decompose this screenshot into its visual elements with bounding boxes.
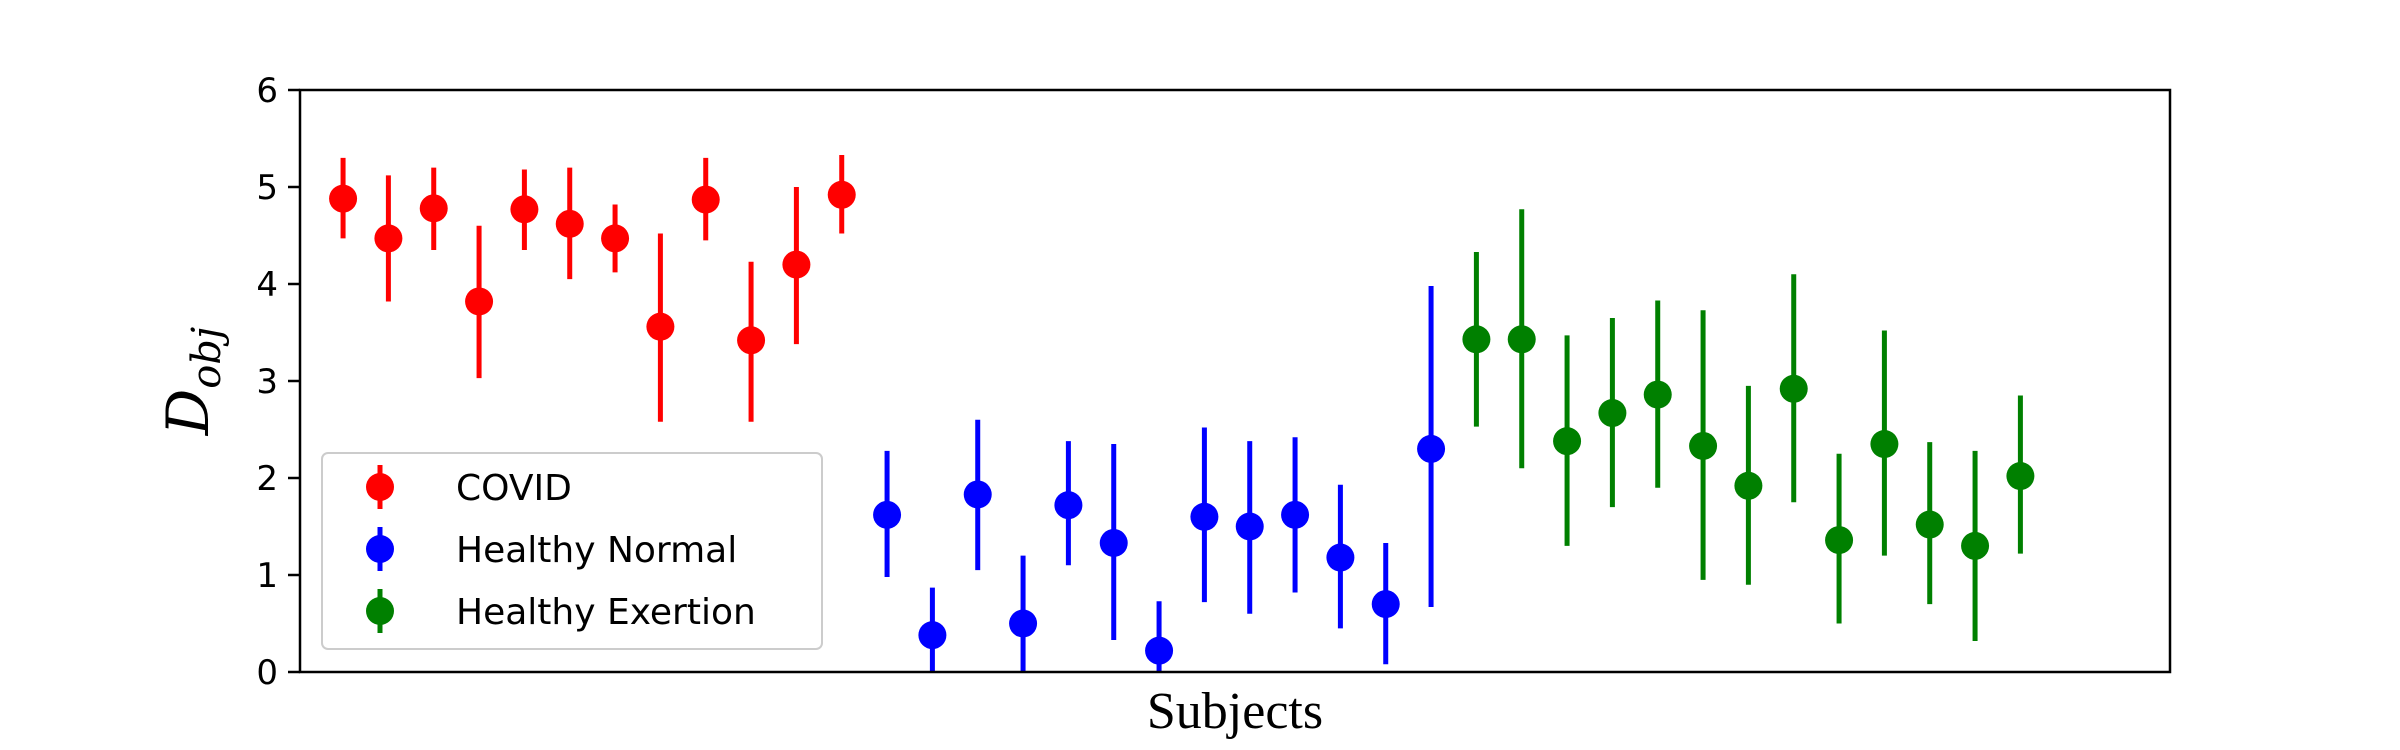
data-point <box>555 209 584 238</box>
series-healthy-normal <box>873 285 1446 672</box>
data-point <box>601 224 630 253</box>
data-point <box>1507 325 1536 354</box>
y-tick-label: 2 <box>256 459 278 499</box>
y-axis-ticks: 0 1 2 3 4 5 6 <box>256 71 300 693</box>
data-point <box>1099 528 1128 557</box>
legend-label: Healthy Normal <box>456 530 737 571</box>
data-point <box>873 500 902 529</box>
data-point <box>1190 502 1219 531</box>
legend-box <box>321 452 823 650</box>
y-axis-label: Dobj <box>154 327 230 437</box>
legend: COVID Healthy Normal Healthy Exertion <box>321 452 823 650</box>
series-covid <box>329 154 856 422</box>
y-axis-label-subscript: obj <box>184 327 230 389</box>
data-point <box>1145 636 1174 665</box>
legend-marker-icon <box>366 597 394 625</box>
y-tick-label: 4 <box>256 265 278 305</box>
data-point <box>1417 434 1446 463</box>
legend-marker-icon <box>366 535 394 563</box>
data-point <box>827 180 856 209</box>
legend-item-healthy-normal: Healthy Normal <box>366 527 737 571</box>
data-point <box>1371 590 1400 619</box>
plot-frame <box>298 88 2172 674</box>
x-axis-label: Subjects <box>1147 683 1323 740</box>
legend-item-covid: COVID <box>366 465 572 509</box>
y-tick-label: 6 <box>256 71 278 111</box>
data-point <box>2006 462 2035 491</box>
data-point <box>1462 325 1491 354</box>
data-point <box>329 184 358 213</box>
data-point <box>1961 531 1990 560</box>
legend-marker-icon <box>366 473 394 501</box>
data-point <box>1734 471 1763 500</box>
chart-marks <box>329 154 2035 672</box>
data-point <box>918 621 947 650</box>
y-tick-label: 3 <box>256 362 278 402</box>
data-point <box>1235 512 1264 541</box>
data-point <box>691 185 720 214</box>
data-point <box>1689 431 1718 460</box>
legend-item-healthy-exertion: Healthy Exertion <box>366 589 756 633</box>
data-point <box>374 224 403 253</box>
data-point <box>1054 491 1083 520</box>
data-point <box>1281 500 1310 529</box>
data-point <box>510 195 539 224</box>
y-tick-label: 0 <box>256 653 278 693</box>
data-point <box>1779 374 1808 403</box>
data-point <box>465 287 494 316</box>
data-point <box>1009 609 1038 638</box>
y-tick-label: 1 <box>256 556 278 596</box>
data-point <box>1326 543 1355 572</box>
data-point <box>737 326 766 355</box>
y-axis-label-base: D <box>154 389 222 437</box>
data-point <box>419 194 448 223</box>
legend-label: Healthy Exertion <box>456 592 756 633</box>
legend-label: COVID <box>456 468 572 509</box>
series-healthy-exertion <box>1462 209 2035 641</box>
data-point <box>1915 510 1944 539</box>
data-point <box>1870 430 1899 459</box>
data-point <box>963 480 992 509</box>
y-tick-label: 5 <box>256 168 278 208</box>
data-point <box>782 250 811 279</box>
data-point <box>1553 427 1582 456</box>
data-point <box>646 312 675 341</box>
data-point <box>1643 380 1672 409</box>
data-point <box>1598 399 1627 428</box>
data-point <box>1825 526 1854 555</box>
